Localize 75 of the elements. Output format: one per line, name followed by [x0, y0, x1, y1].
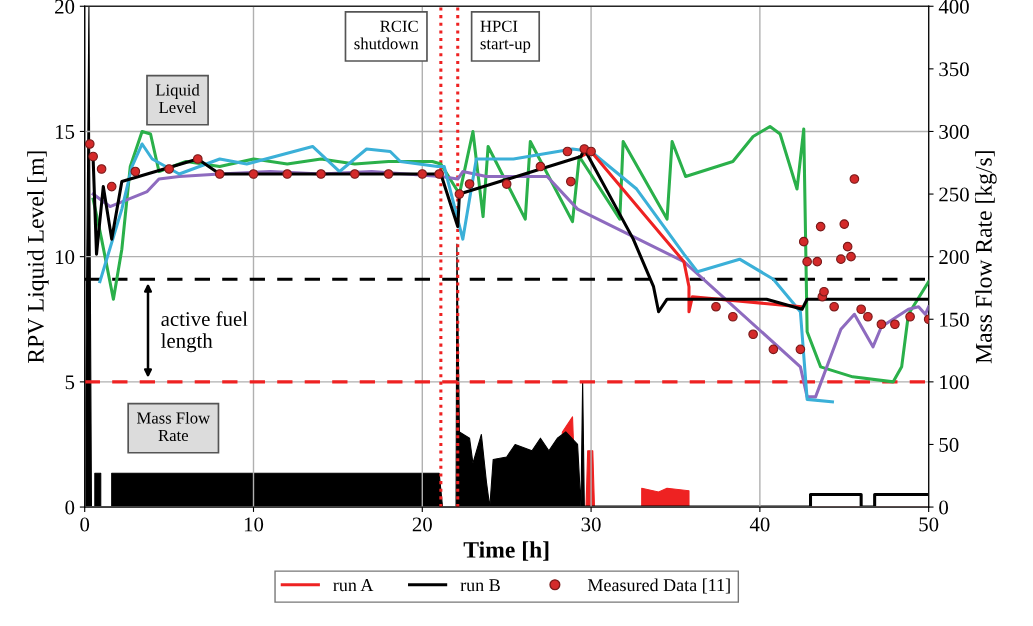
point	[96, 164, 107, 174]
y-axis-title: RPV Liquid Level [m]	[27, 151, 49, 363]
point	[836, 254, 846, 264]
point	[501, 179, 512, 189]
point	[829, 301, 839, 312]
point	[130, 166, 141, 177]
legend-label: run A	[333, 579, 374, 592]
y2-tick-label: 350	[939, 62, 969, 77]
x-tick-label: 20	[412, 517, 432, 532]
y-tick-label: 5	[65, 375, 75, 390]
point	[849, 174, 860, 184]
y2-tick-label: 300	[939, 124, 969, 139]
point	[812, 256, 823, 267]
y2-axis-title: Mass Flow Rate [kg/s]	[975, 151, 997, 364]
point	[565, 176, 576, 187]
point	[890, 319, 900, 330]
y2-tick-label: 50	[939, 437, 959, 452]
line-series	[98, 142, 834, 404]
point	[106, 181, 117, 192]
point	[711, 301, 721, 312]
point	[454, 189, 465, 199]
y2-tick-label: 200	[939, 250, 969, 265]
y2-tick-label: 100	[940, 375, 969, 390]
point	[876, 319, 887, 330]
point	[795, 344, 806, 355]
point	[316, 169, 326, 179]
point	[248, 169, 259, 179]
annotation: active fuel length	[161, 311, 248, 353]
y-tick-label: 10	[55, 250, 75, 265]
point	[282, 169, 293, 179]
y-tick-label: 0	[65, 500, 75, 515]
y2-tick-label: 0	[939, 500, 949, 515]
ref-line-label: HPCI start-up	[480, 20, 531, 53]
point	[383, 169, 394, 179]
point	[768, 344, 779, 355]
x-tick-label: 50	[919, 517, 939, 532]
point	[434, 169, 445, 179]
ref-line-label: RCIC shutdown	[354, 20, 419, 50]
point	[839, 219, 850, 229]
legend-label: run B	[460, 579, 500, 592]
x-axis-title: Time [h]	[463, 541, 549, 561]
x-tick-label: 40	[749, 517, 770, 532]
point	[863, 311, 873, 322]
point	[562, 146, 573, 157]
point	[535, 161, 546, 172]
point	[842, 241, 853, 252]
point	[802, 256, 812, 267]
x-tick-label: 10	[244, 517, 264, 532]
legend-label: Measured Data [11]	[587, 578, 730, 594]
y2-tick-label: 400	[938, 0, 969, 14]
point	[815, 221, 826, 232]
point	[905, 311, 915, 322]
x-tick-label: 30	[581, 517, 601, 532]
point	[84, 139, 95, 149]
point	[798, 236, 809, 247]
point	[349, 169, 360, 179]
x-tick-label: 0	[80, 517, 90, 532]
point	[728, 311, 738, 322]
point	[819, 286, 829, 297]
annotation: Mass Flow Rate	[136, 411, 211, 442]
point	[214, 169, 225, 179]
point	[417, 169, 428, 179]
point	[846, 251, 856, 262]
y2-tick-label: 150	[940, 312, 969, 327]
point	[464, 179, 475, 189]
annotation: Liquid Level	[155, 83, 200, 114]
y-tick-label: 20	[55, 0, 75, 14]
point	[748, 329, 758, 340]
y-tick-label: 15	[55, 124, 75, 139]
point	[88, 151, 98, 162]
point	[586, 146, 596, 157]
point	[192, 154, 203, 164]
point	[164, 164, 174, 174]
point	[856, 304, 866, 315]
y2-tick-label: 250	[939, 187, 969, 202]
